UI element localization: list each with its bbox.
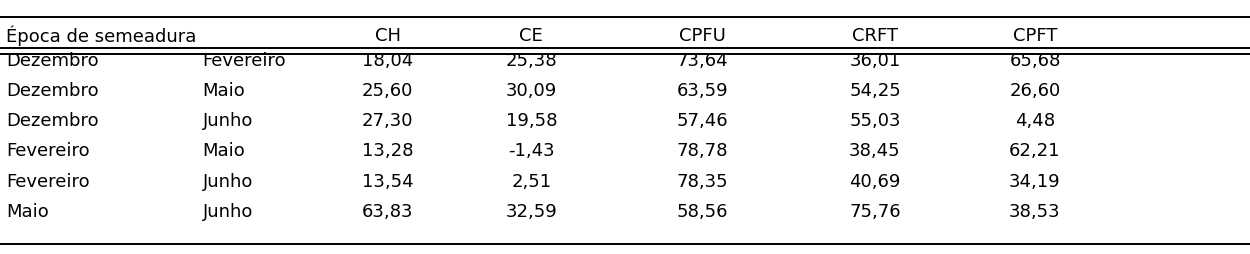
Text: Dezembro: Dezembro	[6, 112, 99, 130]
Text: 4,48: 4,48	[1015, 112, 1055, 130]
Text: 75,76: 75,76	[849, 202, 901, 220]
Text: Fevereiro: Fevereiro	[6, 172, 90, 190]
Text: 65,68: 65,68	[1009, 52, 1061, 70]
Text: CH: CH	[375, 27, 400, 44]
Text: 25,60: 25,60	[361, 82, 414, 100]
Text: 38,45: 38,45	[849, 142, 901, 160]
Text: 18,04: 18,04	[362, 52, 413, 70]
Text: 30,09: 30,09	[505, 82, 558, 100]
Text: 63,59: 63,59	[676, 82, 729, 100]
Text: Época de semeadura: Época de semeadura	[6, 25, 196, 46]
Text: 78,35: 78,35	[676, 172, 729, 190]
Text: Junho: Junho	[202, 172, 252, 190]
Text: 40,69: 40,69	[849, 172, 901, 190]
Text: 32,59: 32,59	[505, 202, 558, 220]
Text: 36,01: 36,01	[850, 52, 900, 70]
Text: 63,83: 63,83	[361, 202, 414, 220]
Text: Dezembro: Dezembro	[6, 52, 99, 70]
Text: 38,53: 38,53	[1009, 202, 1061, 220]
Text: 54,25: 54,25	[849, 82, 901, 100]
Text: CPFT: CPFT	[1013, 27, 1058, 44]
Text: Junho: Junho	[202, 202, 252, 220]
Text: 62,21: 62,21	[1009, 142, 1061, 160]
Text: 34,19: 34,19	[1009, 172, 1061, 190]
Text: 78,78: 78,78	[676, 142, 729, 160]
Text: 25,38: 25,38	[505, 52, 558, 70]
Text: 19,58: 19,58	[505, 112, 558, 130]
Text: 13,54: 13,54	[361, 172, 414, 190]
Text: Fevereiro: Fevereiro	[6, 142, 90, 160]
Text: CRFT: CRFT	[853, 27, 898, 44]
Text: 57,46: 57,46	[676, 112, 729, 130]
Text: Maio: Maio	[6, 202, 49, 220]
Text: Maio: Maio	[202, 142, 245, 160]
Text: 13,28: 13,28	[361, 142, 414, 160]
Text: -1,43: -1,43	[508, 142, 555, 160]
Text: CE: CE	[520, 27, 542, 44]
Text: 2,51: 2,51	[511, 172, 551, 190]
Text: 55,03: 55,03	[849, 112, 901, 130]
Text: 58,56: 58,56	[676, 202, 729, 220]
Text: 26,60: 26,60	[1010, 82, 1060, 100]
Text: 73,64: 73,64	[676, 52, 729, 70]
Text: CPFU: CPFU	[679, 27, 726, 44]
Text: Fevereiro: Fevereiro	[202, 52, 286, 70]
Text: Maio: Maio	[202, 82, 245, 100]
Text: Junho: Junho	[202, 112, 252, 130]
Text: Dezembro: Dezembro	[6, 82, 99, 100]
Text: 27,30: 27,30	[361, 112, 414, 130]
